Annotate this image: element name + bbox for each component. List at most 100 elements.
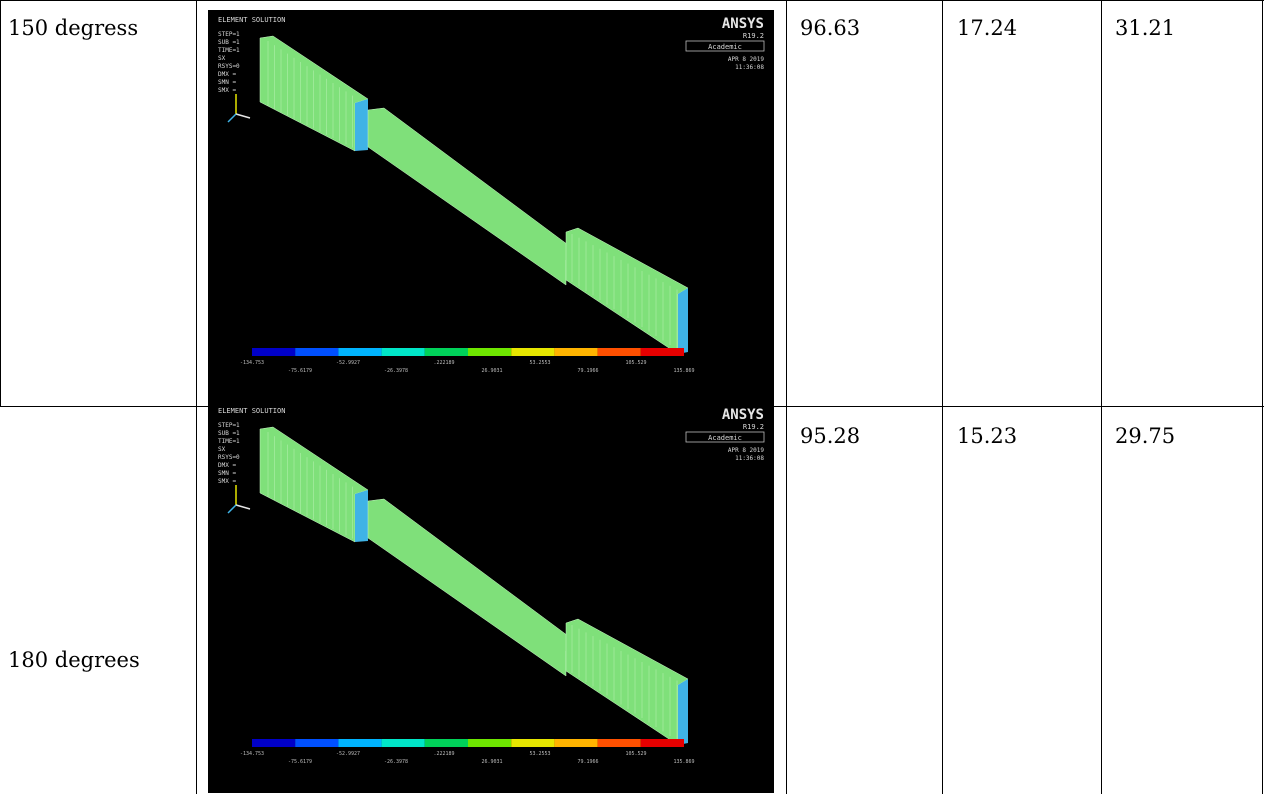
legend-swatch <box>468 348 512 356</box>
plot-info-line: RSYS=0 <box>218 454 240 461</box>
plot-info-line: TIME=1 <box>218 47 240 54</box>
plot-info-line: SMN = <box>218 470 236 477</box>
plot-time: 11:36:08 <box>735 455 764 462</box>
plot-heading: ELEMENT SOLUTION <box>218 407 285 415</box>
angle-cell: 150 degress <box>8 16 139 40</box>
plot-info-line: SMX = <box>218 87 236 94</box>
legend-value: -26.3978 <box>384 759 408 765</box>
right-block <box>565 227 689 355</box>
beam <box>367 107 584 286</box>
legend-swatch <box>640 348 684 356</box>
plot-info-line: SUB =1 <box>218 39 240 46</box>
plot-time: 11:36:08 <box>735 64 764 71</box>
value-cell: 17.24 <box>957 16 1018 40</box>
axis-x <box>235 504 251 510</box>
legend-value: 105.529 <box>625 751 646 757</box>
legend-swatch <box>295 739 339 747</box>
ansys-edition: Academic <box>708 43 742 51</box>
legend-value: 79.1966 <box>577 759 598 765</box>
legend-value: 26.9031 <box>481 368 502 374</box>
legend-swatch <box>424 348 468 356</box>
legend-value: -26.3978 <box>384 368 408 374</box>
right-block-edge <box>678 288 688 354</box>
legend-swatch <box>252 348 296 356</box>
legend-swatch <box>424 739 468 747</box>
ansys-result-image: ELEMENT SOLUTION STEP=1 SUB =1 TIME=1 SX RSYS… <box>208 10 774 402</box>
plot-date: APR 8 2019 <box>728 447 765 454</box>
table-border-right <box>1262 0 1263 794</box>
plot-date: APR 8 2019 <box>728 56 765 63</box>
ansys-version: R19.2 <box>743 423 764 431</box>
ansys-version: R19.2 <box>743 32 764 40</box>
value-cell: 15.23 <box>957 424 1018 448</box>
ansys-logo: ANSYS <box>722 16 764 32</box>
legend-swatch <box>252 739 296 747</box>
legend-swatch <box>597 348 641 356</box>
plot-info-line: TIME=1 <box>218 438 240 445</box>
ansys-result-image: ELEMENT SOLUTION STEP=1 SUB =1 TIME=1 SX RSYS… <box>208 401 774 793</box>
legend-value: -52.9927 <box>336 360 360 366</box>
legend-swatch <box>381 739 425 747</box>
left-block <box>259 35 369 152</box>
value-cell: 95.28 <box>800 424 861 448</box>
table-border-top <box>0 0 1264 1</box>
table-border-left <box>0 0 1 406</box>
legend-value: 53.2553 <box>529 751 550 757</box>
plot-info-line: SMX = <box>218 478 236 485</box>
ansys-edition: Academic <box>708 434 742 442</box>
legend-value: 79.1966 <box>577 368 598 374</box>
plot-info-line: SX <box>218 55 226 62</box>
beam <box>367 498 584 677</box>
legend-swatch <box>381 348 425 356</box>
legend-value: .222189 <box>433 360 454 366</box>
plot-heading: ELEMENT SOLUTION <box>218 16 285 24</box>
legend-swatch <box>554 739 598 747</box>
plot-info-line: STEP=1 <box>218 31 240 38</box>
left-block-edge <box>355 99 368 151</box>
right-block <box>565 618 689 746</box>
table-col-divider <box>196 0 197 794</box>
legend-swatch <box>597 739 641 747</box>
plot-info-line: SX <box>218 446 226 453</box>
plot-info-line: STEP=1 <box>218 422 240 429</box>
legend-value: 53.2553 <box>529 360 550 366</box>
legend-value: 26.9031 <box>481 759 502 765</box>
legend-swatch <box>338 739 382 747</box>
plot-info-line: DMX = <box>218 71 236 78</box>
value-cell: 29.75 <box>1115 424 1176 448</box>
legend-value: 135.869 <box>673 368 694 374</box>
legend-value: 135.869 <box>673 759 694 765</box>
legend-swatch <box>640 739 684 747</box>
ansys-logo: ANSYS <box>722 407 764 423</box>
legend-value: -52.9927 <box>336 751 360 757</box>
table-col-divider <box>786 0 787 794</box>
legend-swatch <box>468 739 512 747</box>
legend-value: -75.6179 <box>288 759 312 765</box>
legend-value: -134.753 <box>240 360 264 366</box>
value-cell: 96.63 <box>800 16 861 40</box>
angle-cell: 180 degrees <box>8 648 140 672</box>
legend-swatch <box>554 348 598 356</box>
legend-swatch <box>511 739 555 747</box>
legend-swatch <box>295 348 339 356</box>
value-cell: 31.21 <box>1115 16 1176 40</box>
left-block-edge <box>355 490 368 542</box>
table-col-divider <box>1101 0 1102 794</box>
edition-box <box>685 431 765 443</box>
axis-z <box>227 504 237 514</box>
plot-info-line: SUB =1 <box>218 430 240 437</box>
plot-info-line: SMN = <box>218 79 236 86</box>
left-block <box>259 426 369 543</box>
table-col-divider <box>942 0 943 794</box>
legend-value: 105.529 <box>625 360 646 366</box>
right-block-edge <box>678 679 688 745</box>
legend-value: -134.753 <box>240 751 264 757</box>
plot-info-line: RSYS=0 <box>218 63 240 70</box>
axis-z <box>227 113 237 123</box>
legend-swatch <box>511 348 555 356</box>
plot-info-line: DMX = <box>218 462 236 469</box>
edition-box <box>685 40 765 52</box>
legend-value: -75.6179 <box>288 368 312 374</box>
legend-value: .222189 <box>433 751 454 757</box>
